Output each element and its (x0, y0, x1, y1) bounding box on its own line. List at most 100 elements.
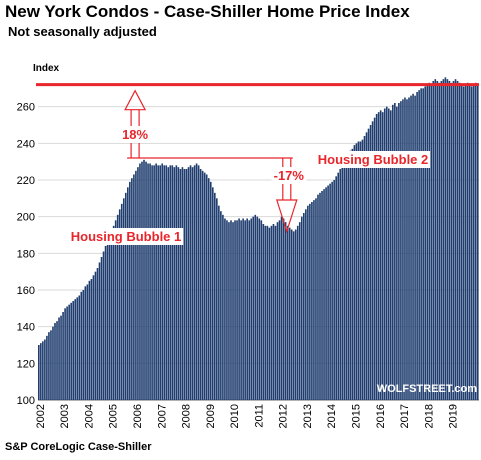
bar (402, 99, 404, 400)
bar (470, 86, 473, 400)
bar (96, 268, 99, 400)
bar (48, 332, 50, 400)
bar (191, 167, 194, 400)
bar (426, 84, 429, 401)
down-arrow-head (275, 199, 298, 234)
bar (155, 163, 157, 400)
bar (389, 110, 392, 400)
bar (131, 178, 133, 400)
bar (474, 82, 477, 400)
bar (213, 192, 216, 400)
bar (309, 203, 311, 400)
bar (70, 302, 72, 400)
source-note: S&P CoreLogic Case-Shiller (5, 441, 152, 453)
annotation-housing-bubble-1: Housing Bubble 1 (71, 229, 182, 244)
bar (98, 262, 101, 400)
bar (185, 169, 188, 400)
bar (218, 205, 220, 400)
watermark: WOLFSTREET.com (377, 383, 477, 395)
bar (183, 169, 186, 400)
bar (355, 143, 358, 401)
bar (416, 92, 418, 400)
bar (323, 189, 325, 400)
bar (365, 132, 368, 401)
bar (242, 218, 244, 400)
bar (127, 187, 129, 400)
bar (169, 165, 172, 400)
bar (94, 271, 97, 400)
bar (106, 242, 109, 400)
bar (201, 170, 204, 400)
bar (88, 280, 91, 400)
bar (298, 222, 301, 400)
bar (124, 192, 127, 400)
bar (434, 79, 437, 401)
bar (86, 284, 89, 400)
bar (238, 218, 240, 400)
bar (300, 216, 303, 400)
bar (122, 198, 125, 400)
bar (288, 227, 291, 400)
bar (139, 163, 141, 400)
bar (264, 225, 267, 400)
bar (258, 218, 261, 400)
y-tick-label: 260 (17, 102, 35, 114)
y-axis-label: Index (33, 63, 60, 74)
bar (294, 229, 297, 400)
x-tick-label: 2005 (108, 404, 120, 428)
bar (133, 174, 135, 400)
bar (90, 279, 93, 400)
bar (381, 112, 384, 401)
bar (197, 165, 200, 400)
bar (66, 306, 68, 400)
bar (137, 167, 139, 400)
bar (42, 341, 44, 400)
bar (110, 231, 113, 400)
bar (422, 88, 424, 400)
annotation-18-percent-bg (120, 126, 151, 143)
bar (349, 150, 352, 400)
bar (400, 101, 402, 401)
bar (313, 200, 315, 400)
annotation-housing-bubble-2-bg (315, 151, 431, 168)
bar (171, 165, 174, 400)
bar (153, 165, 155, 400)
annotation-18-percent: 18% (122, 127, 148, 142)
bar (351, 148, 354, 400)
bar (118, 209, 121, 400)
bar (373, 117, 376, 401)
y-tick-label: 100 (17, 395, 35, 407)
x-tick-label: 2017 (399, 404, 411, 428)
y-tick-label: 200 (17, 212, 35, 224)
bar (476, 84, 479, 401)
bar (315, 198, 317, 400)
bar (331, 181, 333, 400)
bar (341, 165, 344, 400)
bar (209, 181, 212, 400)
bar (226, 220, 228, 400)
bar (335, 176, 337, 400)
bar (260, 220, 263, 400)
bar (52, 326, 54, 400)
annotations: 18% -17% Housing Bubble 1 Housing Bubble 2 W… (36, 83, 479, 395)
y-tick-label: 160 (17, 285, 35, 297)
annotation-housing-bubble-2: Housing Bubble 2 (318, 152, 429, 167)
bar (187, 167, 190, 400)
bar (244, 220, 246, 400)
bar (394, 103, 396, 400)
bar (40, 343, 42, 400)
bar (278, 220, 281, 400)
bar (114, 220, 117, 400)
x-tick-label: 2015 (350, 404, 362, 428)
bar (412, 93, 414, 400)
bar (290, 229, 293, 400)
bar (163, 165, 166, 400)
bar (392, 104, 394, 400)
bar (367, 128, 370, 400)
x-tick-label: 2010 (229, 404, 241, 428)
bar (359, 141, 362, 400)
bar (143, 159, 145, 400)
bar (305, 209, 307, 400)
bar (438, 82, 441, 400)
